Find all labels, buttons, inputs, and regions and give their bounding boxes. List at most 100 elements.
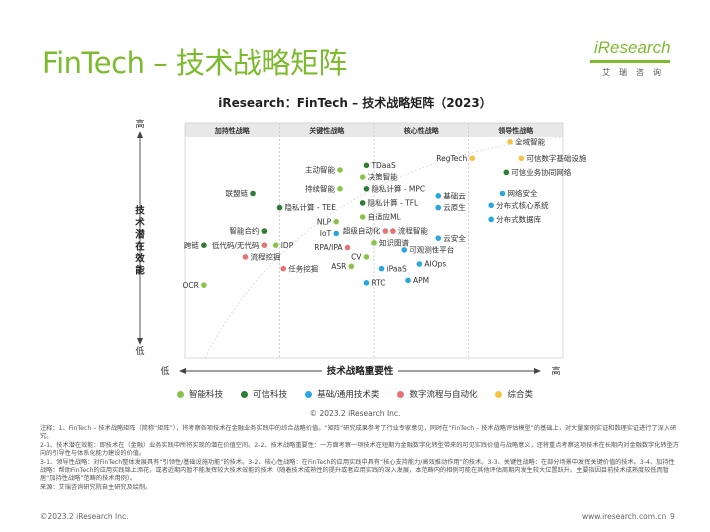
legend-label: 数字流程与自动化 <box>409 390 478 400</box>
data-point-label: 分布式核心系统 <box>496 200 549 210</box>
data-point <box>416 261 423 267</box>
y-axis-title-char: 潜 <box>135 229 145 241</box>
data-point-label: 知识图谱 <box>379 237 409 247</box>
y-axis-arrow-up <box>137 131 143 138</box>
data-point-label: 隐私计算 - TEE <box>285 202 337 212</box>
data-point-label: 流程智能 <box>398 226 428 236</box>
footnote-3: 3-1、领导性战略：对FinTech整体发展具有“引领性/基础设施功能”的技术。… <box>40 458 675 483</box>
chart-legend: 智能科技 可信科技 基础/通用技术类 数字流程与自动化 综合类 <box>0 388 710 400</box>
data-point <box>359 200 366 206</box>
legend-swatch <box>241 390 249 398</box>
legend-swatch <box>177 390 185 398</box>
data-point <box>250 190 256 197</box>
data-point <box>348 263 355 270</box>
data-point <box>276 204 283 211</box>
y-axis-title-char: 在 <box>135 241 145 253</box>
data-point-label: CV <box>351 253 362 262</box>
zone-header-band <box>185 123 563 137</box>
legend-item: 数字流程与自动化 <box>397 388 477 400</box>
data-point <box>405 277 411 284</box>
data-point-label: 隐私计算 - MPC <box>371 183 425 193</box>
zone-label: 关键性战略 <box>309 126 345 135</box>
x-axis-high-label: 高 <box>551 365 560 377</box>
data-point <box>371 240 377 246</box>
data-point <box>333 218 340 225</box>
y-axis-low-label: 低 <box>135 345 144 357</box>
data-point <box>435 193 442 199</box>
data-point <box>435 204 442 211</box>
legend-swatch <box>305 390 313 398</box>
data-point-label: 可观测性平台 <box>409 245 454 255</box>
data-point-label: 跨链 <box>184 240 199 250</box>
x-axis-low-label: 低 <box>160 365 169 377</box>
data-point <box>363 280 370 286</box>
y-axis-title-char: 效 <box>135 253 145 265</box>
data-point <box>488 202 494 209</box>
data-point-label: 云原生 <box>443 202 466 212</box>
legend-item: 综合类 <box>495 388 533 400</box>
iresearch-logo: iResearch 艾瑞咨询 <box>588 38 678 82</box>
data-point-label: ASR <box>331 262 346 271</box>
data-point-label: 隐私计算 - TFL <box>368 198 419 208</box>
legend-swatch <box>495 390 503 398</box>
footnote-1: 注释：1、FinTech – 技术战略矩阵（简称“矩阵”），将考察各项技术在金融… <box>40 425 677 441</box>
data-point <box>363 162 370 169</box>
x-axis-title-bg <box>322 364 398 377</box>
data-point-label: RTC <box>371 278 385 287</box>
data-point-label: 主动智能 <box>305 165 335 175</box>
legend-label: 基础/通用技术类 <box>317 390 380 400</box>
data-point-label: RegTech <box>436 154 467 163</box>
footer-website: www.iresearch.com.cn <box>582 512 667 521</box>
data-point <box>272 242 279 248</box>
data-point-label: 分布式数据库 <box>496 214 541 224</box>
data-point-label: 自适应ML <box>368 212 402 222</box>
zone-label: 加持性战略 <box>214 126 251 135</box>
data-point-label: 联盟链 <box>226 188 249 198</box>
zone-label: 领导性战略 <box>498 126 534 135</box>
page-number: 9 <box>670 512 675 521</box>
data-point <box>201 242 207 248</box>
data-point <box>469 155 476 162</box>
x-axis-arrow-right <box>534 368 541 374</box>
data-point <box>337 167 343 173</box>
data-point-label: 任务挖掘 <box>288 263 318 273</box>
footnote-source: 来源：艾瑞咨询研究院自主研究及绘制。 <box>40 483 152 491</box>
legend-label: 智能科技 <box>189 390 224 400</box>
data-point <box>507 139 513 145</box>
data-point <box>359 214 366 220</box>
data-point-label: APM <box>413 276 429 285</box>
data-point <box>359 174 366 180</box>
y-axis-high-label: 高 <box>135 118 144 130</box>
footer-copyright: ©2023.2 iResearch Inc. <box>40 512 129 521</box>
page-title: FinTech – 技术战略矩阵 <box>42 46 347 80</box>
data-point-label: TDaaS <box>370 161 396 170</box>
data-point-label: IDP <box>281 241 294 250</box>
data-point-label: 决策智能 <box>368 172 398 182</box>
legend-item: 智能科技 <box>177 388 223 400</box>
data-point <box>261 242 268 248</box>
data-point-label: 超级自动化 <box>343 226 381 236</box>
data-point <box>280 265 287 272</box>
data-point <box>488 216 494 223</box>
data-point-label: NLP <box>317 217 332 226</box>
data-point-label: RPA/IPA <box>314 243 343 252</box>
legend-label: 可信科技 <box>253 390 288 400</box>
data-point <box>499 190 506 197</box>
data-point-label: 基础云 <box>443 190 466 200</box>
y-axis-title-char: 技 <box>135 205 145 217</box>
zone-label: 核心性战略 <box>404 126 440 135</box>
data-point-label: 云安全 <box>443 233 466 243</box>
data-point <box>337 186 343 192</box>
footnotes: 注释：1、FinTech – 技术战略矩阵（简称“矩阵”），将考察各项技术在金融… <box>40 425 680 492</box>
data-point <box>382 228 389 234</box>
data-point-label: 网络安全 <box>508 188 538 198</box>
y-axis-title-char: 能 <box>135 265 145 277</box>
data-point <box>242 254 249 260</box>
logo-wordmark: iResearch <box>594 38 671 57</box>
data-point-label: 持续智能 <box>305 183 335 193</box>
data-point <box>363 254 370 260</box>
data-point <box>390 228 396 234</box>
footnote-2: 2-1、技术潜在效能：即技术在（金融）业务实践中所将实现的潜在价值空间。2-2、… <box>40 441 679 458</box>
legend-item: 基础/通用技术类 <box>305 388 379 400</box>
data-point <box>378 265 385 272</box>
